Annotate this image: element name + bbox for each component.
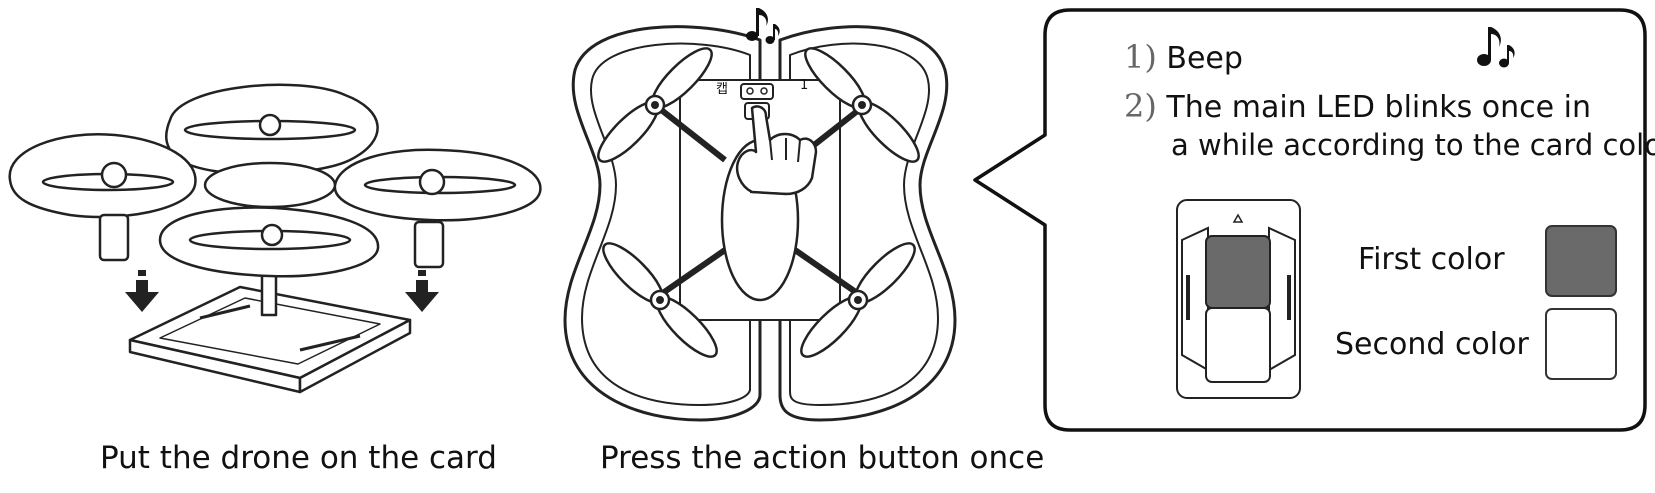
drone-label-left: 캡	[716, 82, 728, 97]
card-first-color-area	[1205, 235, 1271, 309]
step2-line2: a while according to the card color.	[1171, 128, 1655, 162]
step2-number: 2)	[1124, 87, 1157, 125]
caption-place-drone: Put the drone on the card	[100, 440, 497, 476]
step1-number: 1)	[1124, 38, 1157, 76]
callout-bubble	[973, 8, 1647, 432]
second-color-label: Second color	[1335, 327, 1529, 362]
drone-on-card-illustration	[8, 83, 542, 394]
first-color-swatch	[1545, 225, 1617, 297]
card-base	[128, 285, 412, 394]
first-color-label: First color	[1358, 242, 1505, 277]
step2-row: 2) The main LED blinks once in	[1124, 87, 1591, 125]
music-note-icon	[746, 8, 780, 44]
pointing-hand-icon	[735, 105, 818, 196]
step1-row: 1) Beep	[1124, 38, 1243, 76]
down-arrow-icon	[125, 270, 159, 312]
music-note-icon	[1477, 27, 1515, 68]
down-arrow-icon	[405, 270, 439, 312]
card-second-color-area	[1205, 307, 1271, 383]
drone-top-view-illustration	[563, 25, 957, 422]
card-illustration	[1176, 199, 1301, 399]
caption-press-button: Press the action button once	[600, 440, 1045, 476]
second-color-swatch	[1545, 308, 1617, 380]
step2-line1: The main LED blinks once in	[1166, 90, 1591, 125]
step1-text: Beep	[1166, 41, 1243, 76]
drone-label-right: 1	[800, 78, 809, 93]
